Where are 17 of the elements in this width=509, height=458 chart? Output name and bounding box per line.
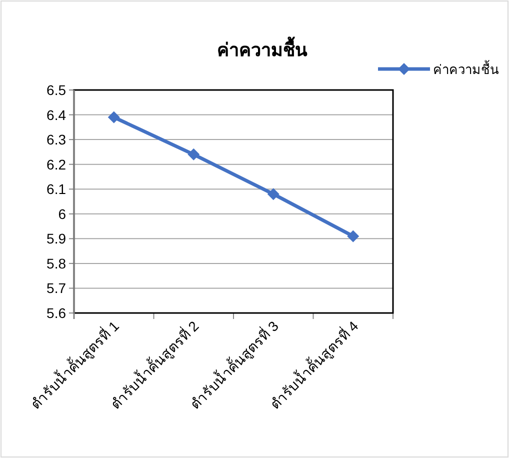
y-tick-label: 6.2	[46, 156, 66, 172]
point	[347, 230, 360, 242]
point	[267, 188, 280, 200]
chart-title: ค่าความชื้น	[217, 36, 308, 60]
y-tick-label: 5.9	[46, 230, 66, 247]
y-tick-label: 6.1	[46, 181, 66, 198]
point	[108, 111, 120, 124]
y-tick-label: 5.8	[46, 255, 66, 272]
point	[188, 148, 200, 160]
legend: ค่าความชื้น	[378, 62, 499, 77]
legend-label: ค่าความชื้น	[433, 60, 499, 77]
y-tick-label: 6.4	[46, 106, 66, 123]
y-tick-label: 5.7	[46, 280, 66, 296]
y-tick-label: 5.6	[46, 305, 66, 321]
y-tick-label: 6.3	[46, 132, 66, 148]
y-tick-label: 6	[58, 206, 66, 222]
y-tick-label: 6.5	[46, 82, 66, 98]
